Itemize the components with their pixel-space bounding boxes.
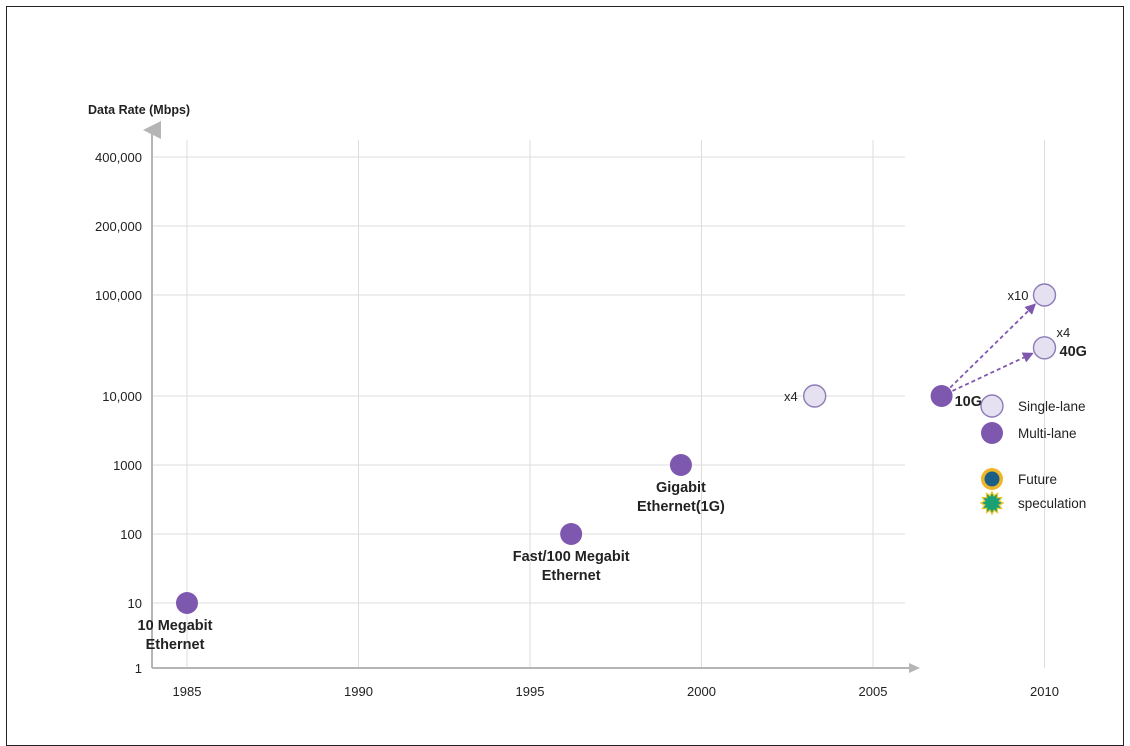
point-p10m	[176, 592, 198, 614]
future-core	[984, 471, 1000, 487]
label-line: 40G	[1060, 344, 1087, 360]
legend-label-single: Single-lane	[1018, 399, 1086, 414]
legend-marker-multi	[981, 422, 1003, 444]
multiplier-p100g_2010: x10	[1008, 288, 1029, 303]
point-p1g	[669, 454, 692, 476]
label-line: 10 Megabit	[138, 618, 213, 634]
label-line: 10G	[955, 394, 982, 410]
multiplier-p40g: x4	[1057, 325, 1071, 340]
point-p100g_2010	[1032, 283, 1057, 307]
y-tick-label: 200,000	[95, 219, 142, 234]
x-tick-label: 2005	[859, 684, 888, 699]
legend-marker-speculation	[979, 490, 1005, 516]
point-labels: 10 Megabit Ethernet Fast/100 Megabit Ethern…	[138, 288, 1087, 653]
legend-marker-single	[980, 394, 1004, 418]
y-tick-label: 10,000	[102, 389, 142, 404]
speculation-core	[982, 493, 1002, 513]
y-axis-title: Data Rate (Mbps)	[88, 103, 190, 117]
label-line: Ethernet(1G)	[637, 499, 725, 515]
point-p100m	[560, 523, 583, 545]
multiplier-p10g_single: x4	[784, 389, 798, 404]
y-tick-label: 10	[128, 596, 142, 611]
label-p10g: 10G	[955, 394, 982, 410]
y-tick-label: 1000	[113, 458, 142, 473]
y-tick-label: 100	[120, 527, 142, 542]
x-tick-label: 1990	[344, 684, 373, 699]
label-line: Ethernet	[542, 568, 601, 584]
label-line: Gigabit	[656, 480, 706, 496]
point-p10g_single	[802, 384, 827, 408]
point-p10g	[930, 385, 953, 407]
x-tick-label: 2010	[1030, 684, 1059, 699]
label-p100m: Fast/100 Megabit Ethernet	[513, 549, 630, 584]
label-line: Fast/100 Megabit	[513, 549, 630, 565]
grid	[152, 140, 1045, 668]
axes: 1985199019952000200520102015202020251101…	[88, 103, 1059, 699]
y-tick-label: 100,000	[95, 288, 142, 303]
y-tick-label: 1	[135, 661, 142, 676]
data-points	[176, 283, 1057, 614]
label-line: Ethernet	[146, 637, 205, 653]
legend-label-speculation: speculation	[1018, 496, 1086, 511]
label-p10m: 10 Megabit Ethernet	[138, 618, 213, 653]
x-tick-label: 2000	[687, 684, 716, 699]
arrow-p10g-to-p100g_2010	[949, 303, 1036, 389]
legend-marker-future	[981, 468, 1003, 490]
arrow-p10g-to-p40g	[952, 352, 1034, 392]
x-axis-arrowhead	[909, 663, 920, 673]
label-p40g: 40G	[1060, 344, 1087, 360]
y-tick-label: 400,000	[95, 150, 142, 165]
legend-label-multi: Multi-lane	[1018, 426, 1077, 441]
x-tick-label: 1985	[173, 684, 202, 699]
arrows	[949, 303, 1036, 392]
label-p1g: Gigabit Ethernet(1G)	[637, 480, 725, 515]
legend-label-future: Future	[1018, 472, 1057, 487]
legend: Single-lane Multi-lane Future speculation	[979, 394, 1086, 516]
point-p40g	[1032, 336, 1057, 360]
x-tick-label: 1995	[516, 684, 545, 699]
